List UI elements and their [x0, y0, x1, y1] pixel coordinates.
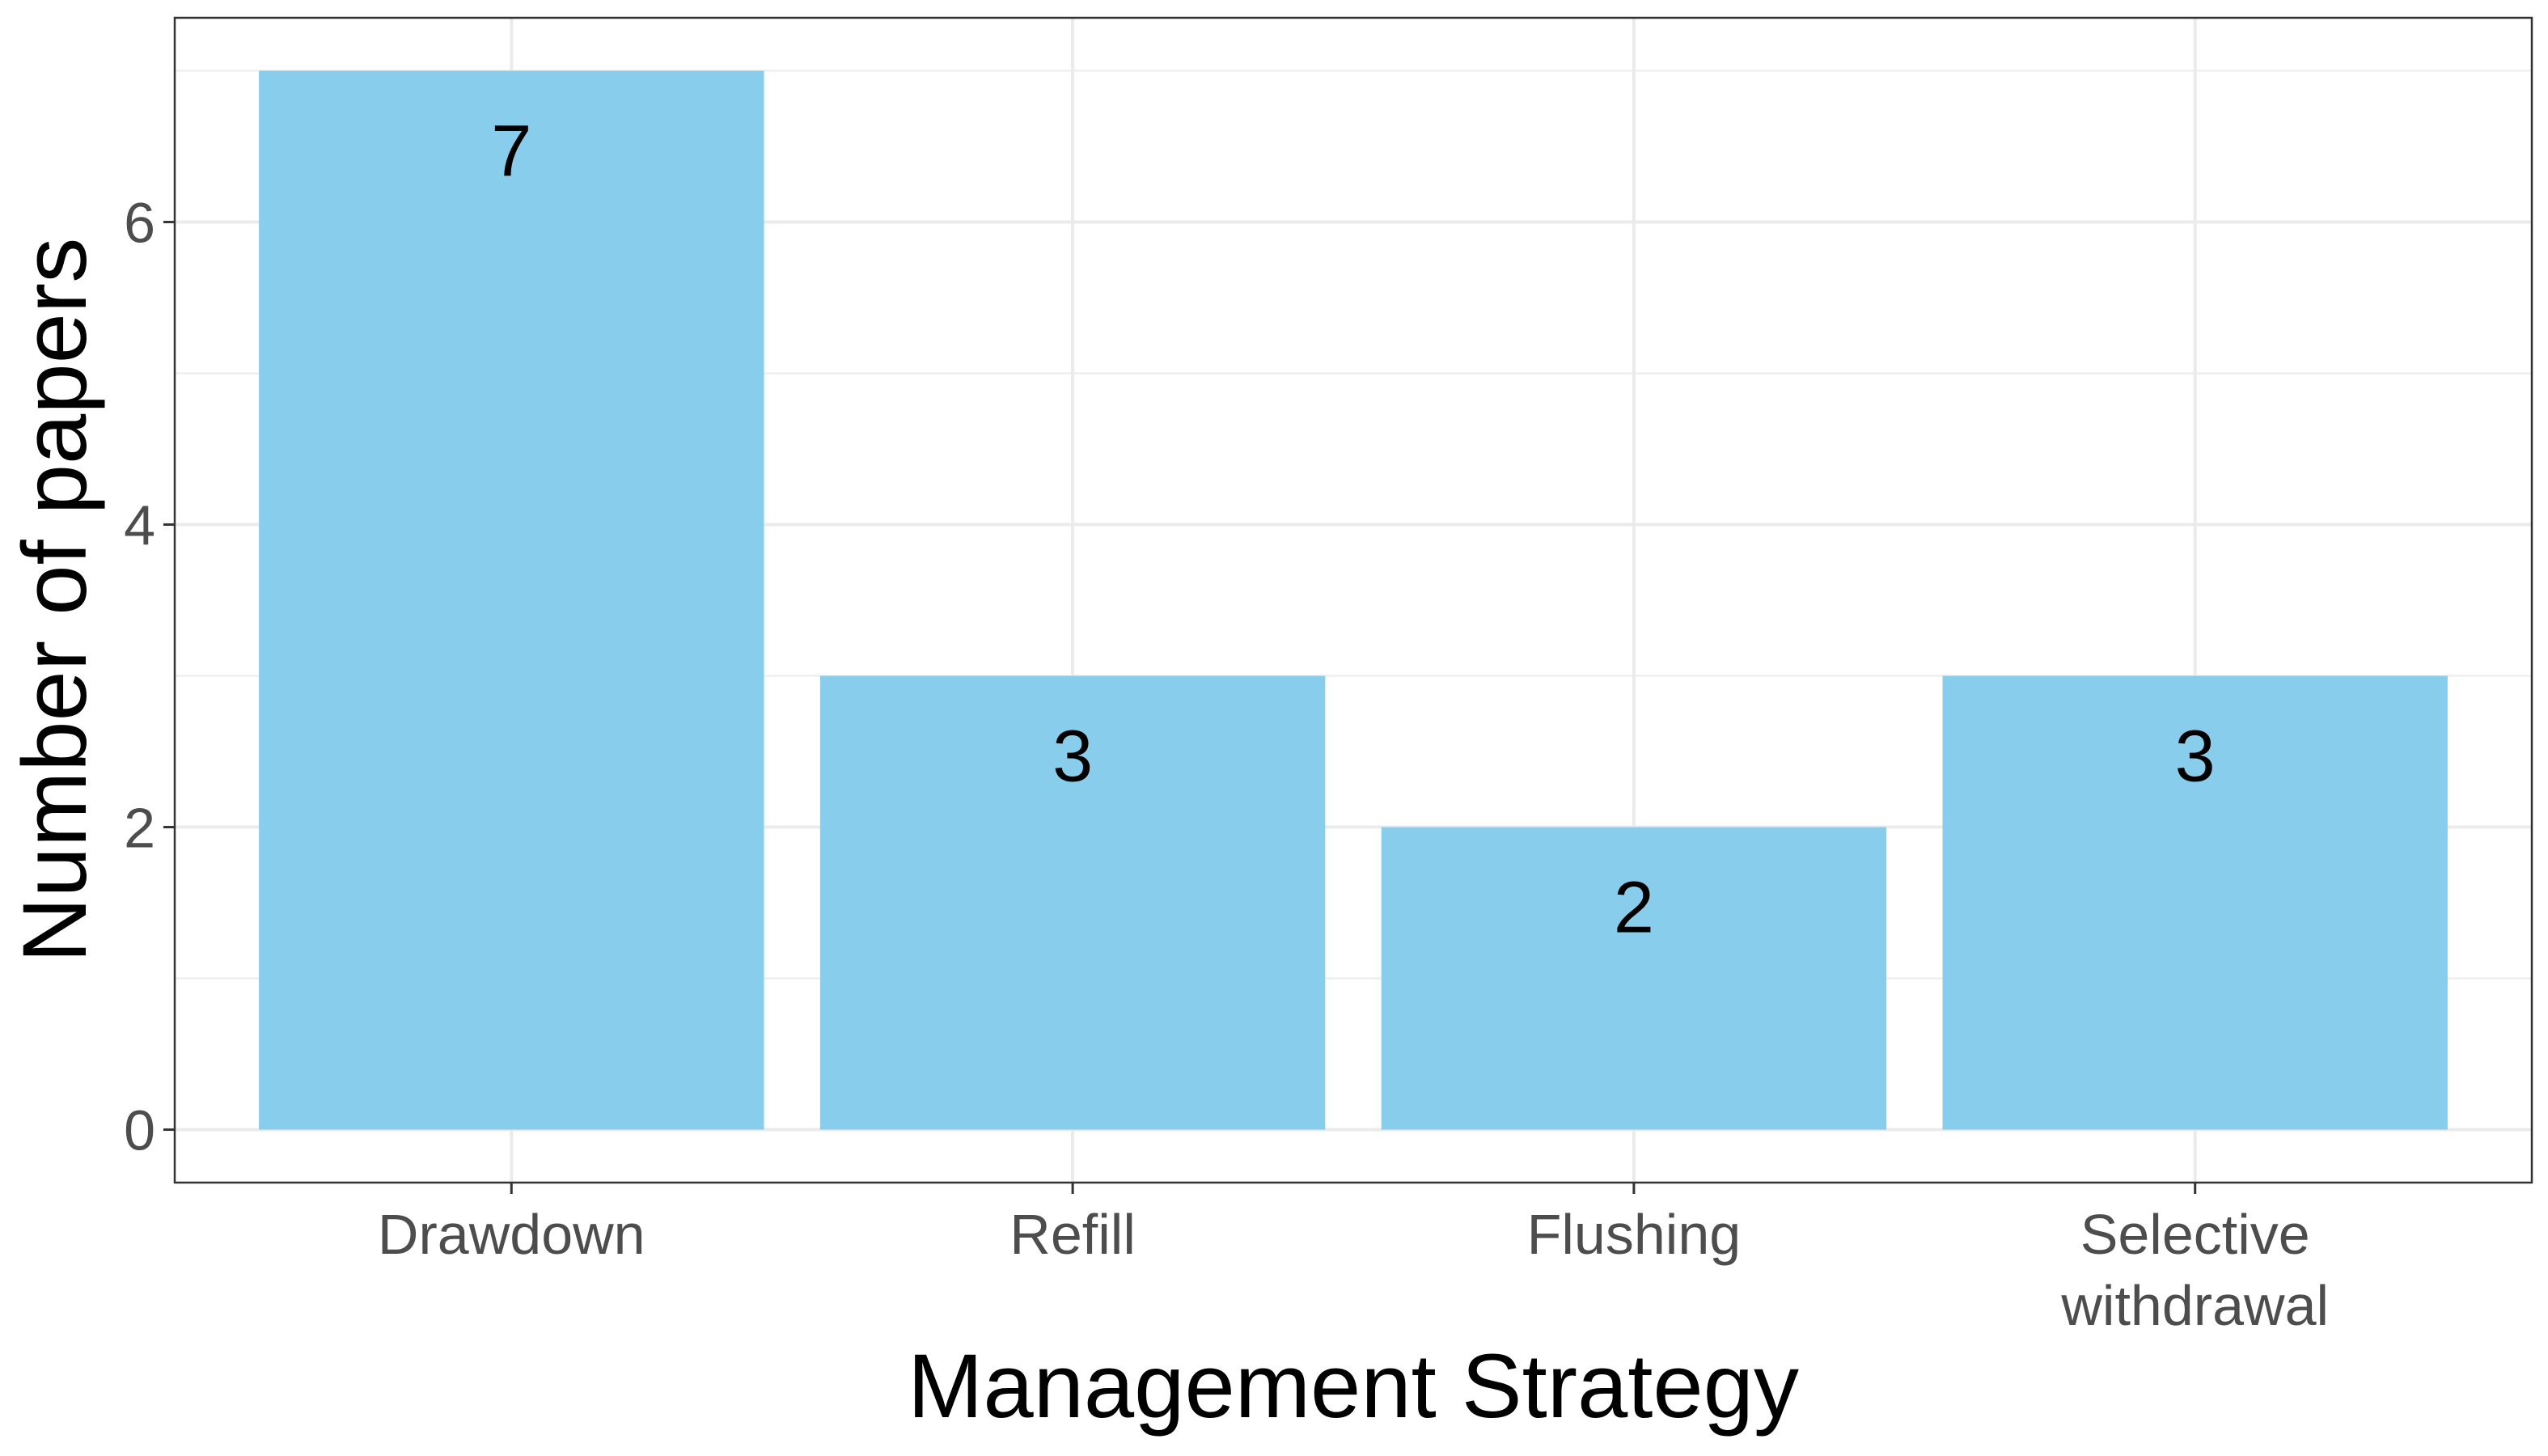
- bar: [1381, 827, 1887, 1130]
- panel-border: [173, 16, 2533, 1184]
- y-axis-title: Number of papers: [4, 238, 105, 963]
- bar: [1942, 675, 2448, 1130]
- x-axis-title: Management Strategy: [908, 1335, 1799, 1437]
- x-tick-label: Refill: [1009, 1203, 1136, 1266]
- data-labels: 7 3 2 3: [491, 111, 2215, 948]
- bars: [259, 70, 2448, 1130]
- y-tick-label: 0: [124, 1099, 155, 1162]
- bar: [819, 675, 1326, 1130]
- data-label: 2: [1614, 868, 1654, 949]
- data-label: 3: [1052, 717, 1093, 798]
- y-tick-label: 4: [124, 493, 155, 557]
- x-tick-label: Drawdown: [378, 1203, 645, 1266]
- data-label: 7: [491, 111, 531, 192]
- axes: 0 2 4 6 Drawdown Refill Flushing Selective withd…: [124, 191, 2329, 1337]
- y-tick-label: 6: [124, 191, 155, 254]
- y-tick-label: 2: [124, 797, 155, 860]
- x-tick-label: Flushing: [1527, 1203, 1742, 1266]
- data-label: 3: [2175, 717, 2216, 798]
- bar: [259, 70, 764, 1130]
- x-tick-label: Selective withdrawal: [2060, 1203, 2329, 1337]
